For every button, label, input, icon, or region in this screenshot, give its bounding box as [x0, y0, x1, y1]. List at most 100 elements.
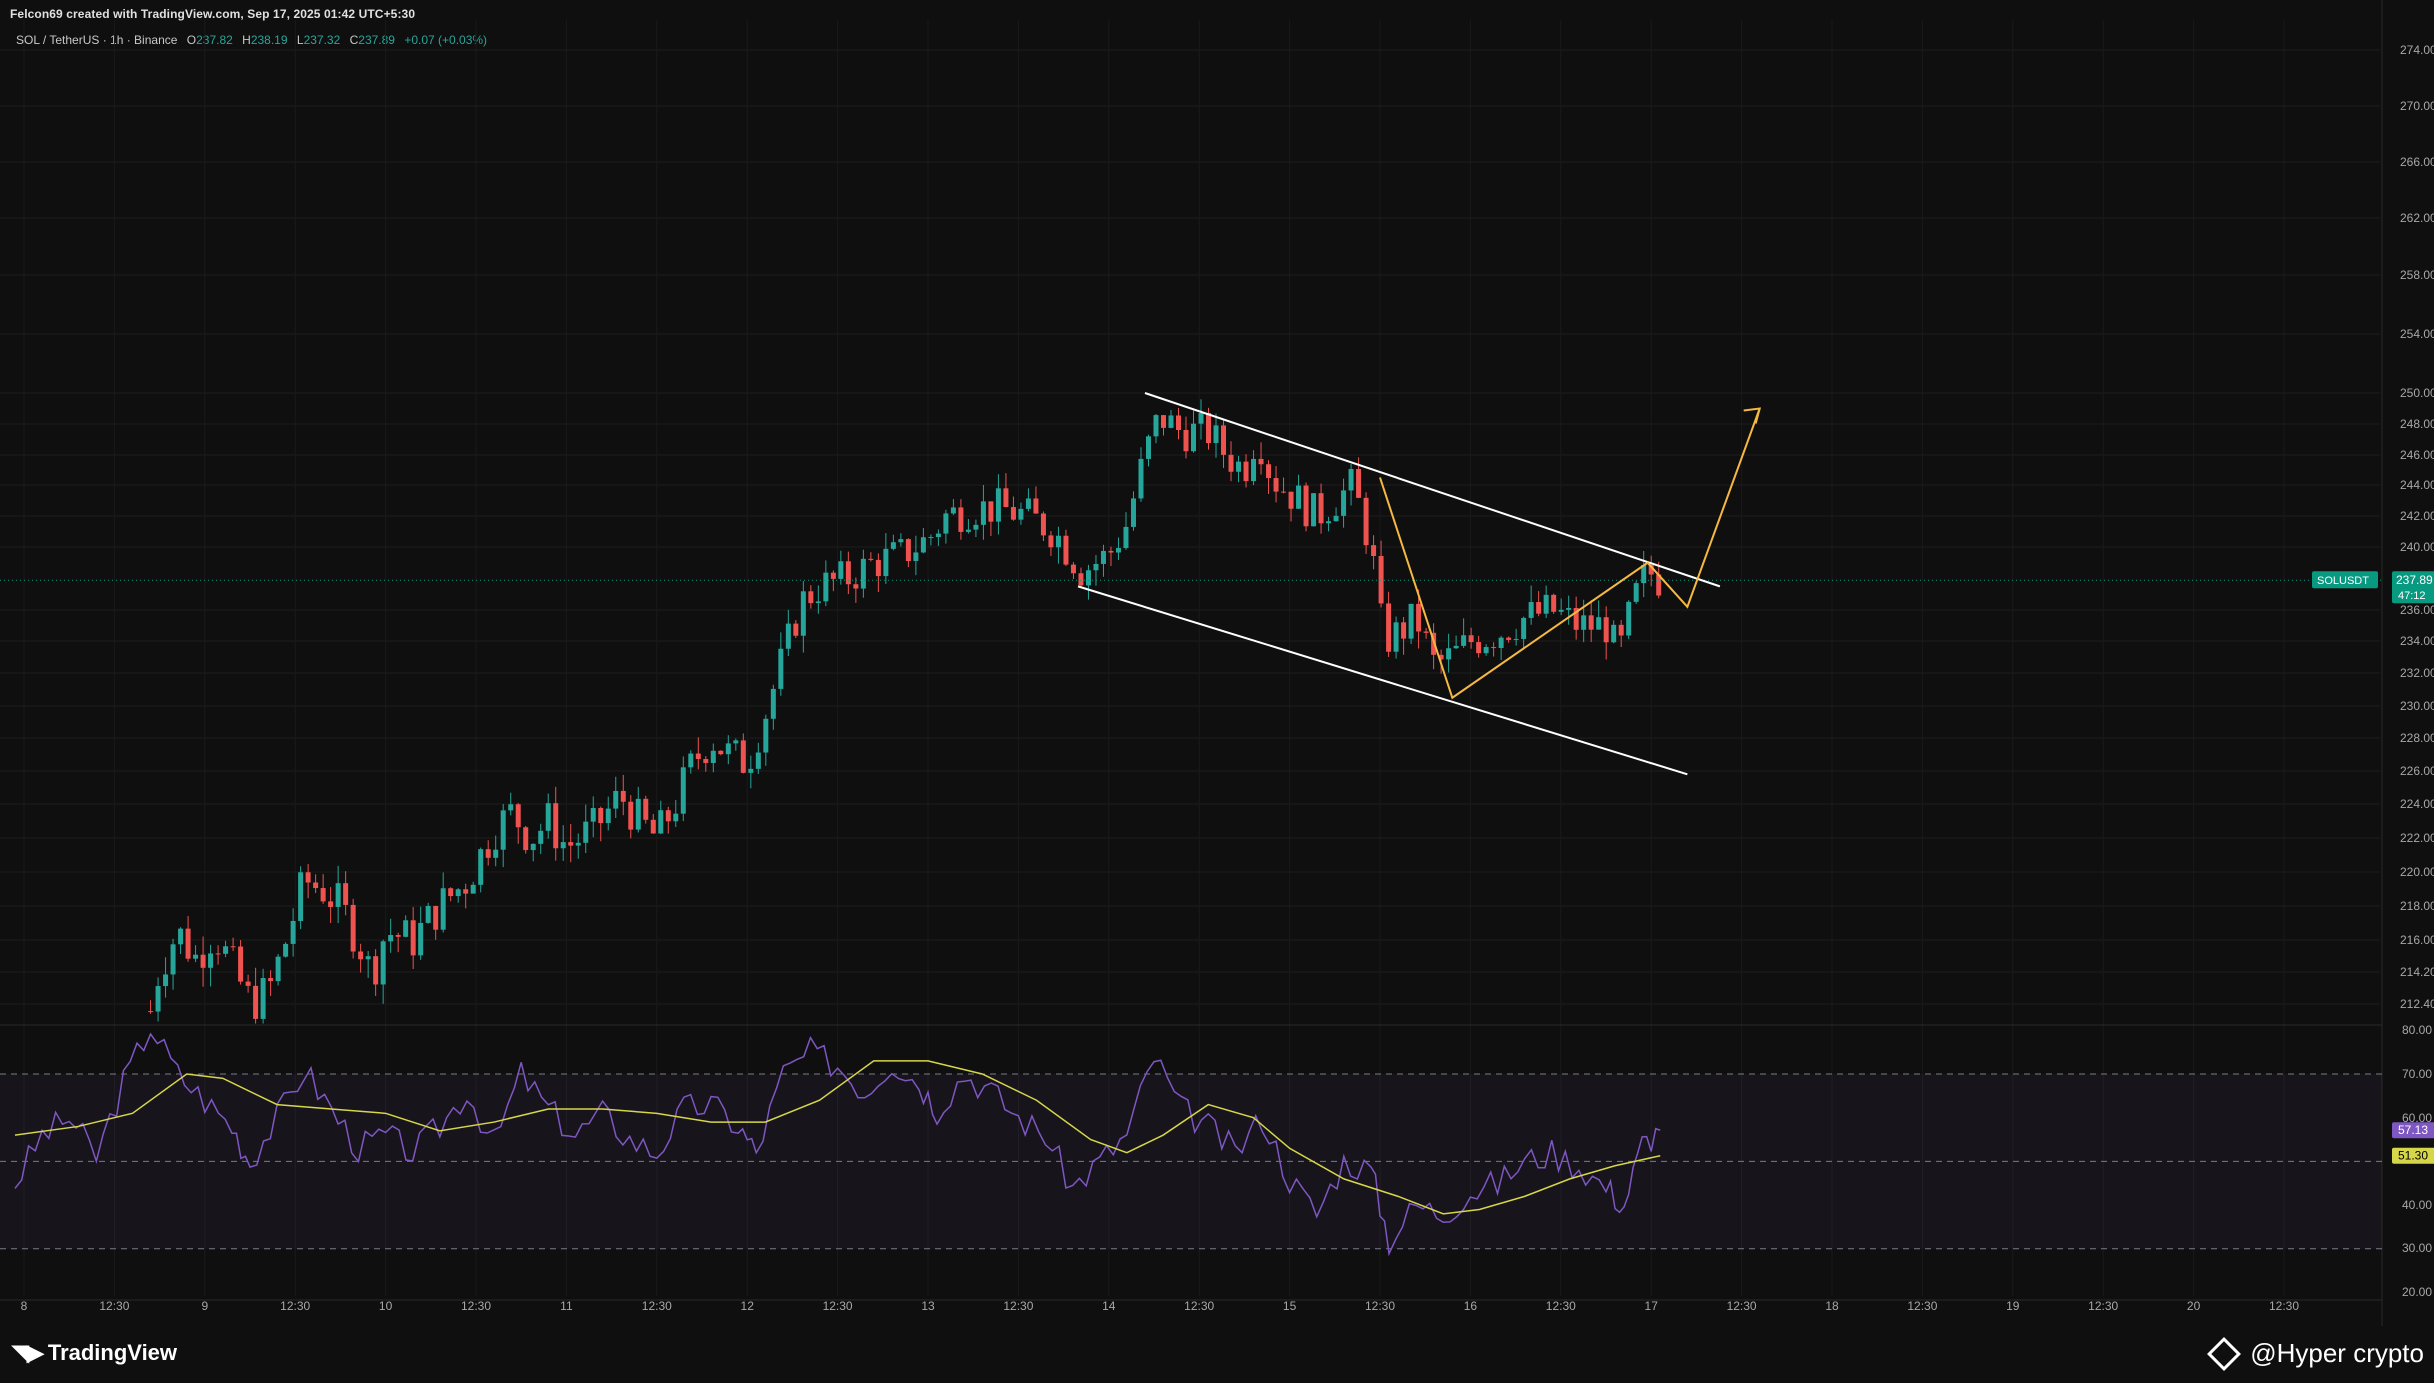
- candle-body: [1596, 617, 1602, 630]
- candle-body: [733, 740, 739, 744]
- price-tick-label: 214.20: [2400, 965, 2434, 979]
- price-tick-label: 258.00: [2400, 268, 2434, 282]
- chart-svg[interactable]: 274.00 270.00 266.00 262.00 258.00 254.00 250.…: [0, 0, 2434, 1326]
- rsi-tick-label: 80.00: [2402, 1023, 2432, 1037]
- candle-body: [155, 986, 161, 1012]
- candle-body: [793, 623, 799, 636]
- candle-body: [410, 920, 416, 956]
- candle-body: [170, 944, 176, 975]
- candle-body: [673, 813, 679, 822]
- candle-body: [860, 558, 866, 589]
- candle-body: [1498, 637, 1504, 648]
- candle-body: [388, 935, 394, 942]
- candle-body: [1085, 570, 1091, 586]
- price-tick-label: 228.00: [2400, 731, 2434, 745]
- high-label: H: [242, 33, 251, 47]
- candle-body: [950, 507, 956, 514]
- rsi-axis[interactable]: 80.00 70.00 60.00 40.00 30.00 20.00: [2402, 1023, 2432, 1299]
- candle-body: [965, 529, 971, 532]
- candle-body: [815, 601, 821, 604]
- symbol-badge-bg: [2312, 571, 2378, 589]
- candle-body: [935, 533, 941, 538]
- time-axis[interactable]: 8 12:30 9 12:30 10 12:30 11 12:30 12 12:30 13 12:30…: [21, 1299, 2300, 1313]
- rsi-tick-label: 70.00: [2402, 1067, 2432, 1081]
- candle-body: [373, 956, 379, 985]
- candle-body: [823, 572, 829, 602]
- author-credit: @Hyper crypto: [2207, 1336, 2424, 1371]
- price-tick-label: 230.00: [2400, 699, 2434, 713]
- attribution-text: Felcon69 created with TradingView.com, S…: [10, 7, 416, 21]
- symbol-name[interactable]: SOL / TetherUS · 1h · Binance: [16, 33, 178, 47]
- tradingview-logo[interactable]: ◥▶ TradingView: [12, 1340, 177, 1366]
- candle-body: [365, 956, 371, 960]
- candle-body: [343, 883, 349, 905]
- candle-body: [1191, 423, 1197, 452]
- candle-body: [1401, 622, 1407, 639]
- high-value: 238.19: [250, 33, 288, 47]
- candle-body: [748, 768, 754, 773]
- candle-body: [1115, 548, 1121, 553]
- price-tick-label: 262.00: [2400, 211, 2434, 225]
- channel-upper-line[interactable]: [1144, 392, 1721, 588]
- price-axis[interactable]: 274.00 270.00 266.00 262.00 258.00 254.00 250.…: [2400, 43, 2434, 1011]
- time-tick-label: 17: [1645, 1299, 1659, 1313]
- candle-body: [530, 843, 536, 851]
- candle-body: [305, 872, 311, 883]
- rsi-ma-line[interactable]: [14, 1060, 1661, 1215]
- candle-body: [725, 743, 731, 755]
- candle-body: [1063, 535, 1069, 565]
- candle-body: [808, 591, 814, 604]
- candle-body: [838, 561, 844, 579]
- projection-path[interactable]: [1379, 408, 1761, 700]
- candle-body: [283, 943, 289, 957]
- candle-body: [1040, 513, 1046, 536]
- candle-body: [1228, 454, 1234, 472]
- candle-body: [1648, 564, 1654, 575]
- candle-body: [238, 946, 244, 982]
- candle-body: [1363, 497, 1369, 546]
- tradingview-brand: TradingView: [47, 1340, 178, 1365]
- candle-body: [448, 888, 454, 897]
- candle-body: [493, 849, 499, 858]
- time-tick-label: 12:30: [280, 1299, 310, 1313]
- footer-bar: ◥▶ TradingView @Hyper crypto: [0, 1326, 2434, 1383]
- candle-body: [230, 946, 236, 948]
- rsi-tick-label: 60.00: [2402, 1111, 2432, 1125]
- projection-arrow-head[interactable]: [1743, 407, 1762, 424]
- time-tick-label: 12:30: [1184, 1299, 1214, 1313]
- candle-countdown-text: 47:12: [2398, 590, 2426, 602]
- time-tick-label: 12:30: [99, 1299, 129, 1313]
- time-tick-label: 14: [1102, 1299, 1116, 1313]
- low-label: L: [296, 33, 304, 47]
- candle-body: [215, 953, 221, 955]
- rsi-line[interactable]: [14, 1032, 1661, 1257]
- candle-body: [958, 507, 964, 532]
- candle-body: [1588, 615, 1594, 630]
- price-tick-label: 234.00: [2400, 634, 2434, 648]
- candle-body: [1311, 493, 1317, 527]
- candle-body: [1273, 478, 1279, 492]
- drawing-annotations[interactable]: [1077, 392, 1762, 776]
- candle-body: [268, 978, 274, 982]
- rsi-badges: 57.13 51.30: [2392, 1122, 2434, 1164]
- candle-body: [433, 906, 439, 930]
- candle-body: [245, 981, 251, 986]
- candle-body: [1543, 594, 1549, 614]
- price-tick-label: 244.00: [2400, 478, 2434, 492]
- candle-body: [1641, 564, 1647, 584]
- candle-body: [718, 750, 724, 755]
- channel-lower-line[interactable]: [1077, 585, 1688, 776]
- candle-body: [163, 974, 169, 987]
- rsi-value-badge-text: 57.13: [2398, 1123, 2428, 1137]
- binance-icon: [2207, 1336, 2242, 1371]
- time-tick-label: 11: [560, 1299, 573, 1313]
- candle-body: [403, 920, 409, 937]
- time-tick-label: 12:30: [2088, 1299, 2118, 1313]
- rsi-tick-label: 20.00: [2402, 1285, 2432, 1299]
- candle-body: [553, 803, 559, 849]
- tradingview-logo-icon: ◥▶: [12, 1340, 44, 1365]
- candle-body: [695, 753, 701, 760]
- candle-body: [620, 790, 626, 802]
- candle-body: [1153, 415, 1159, 437]
